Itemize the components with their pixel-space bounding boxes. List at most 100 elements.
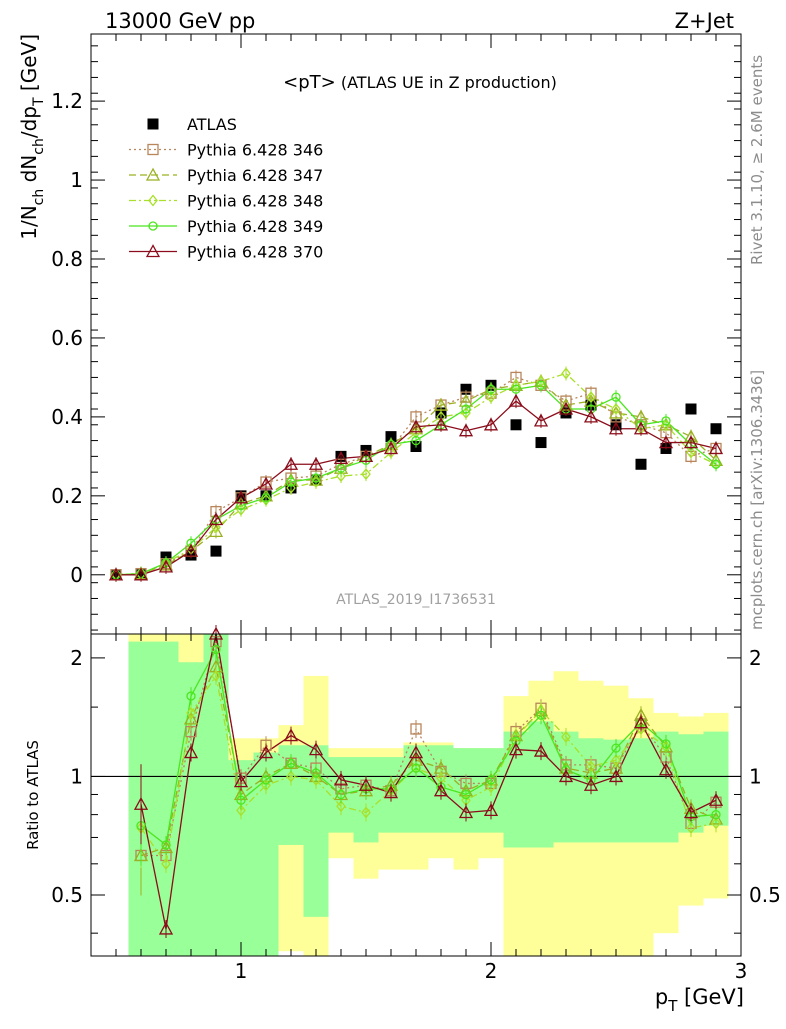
data-point-pythia-6-428-370 (658, 435, 674, 449)
ratio-point-pythia-6-428-349 (336, 789, 346, 800)
main-y-tick-label: 1 (70, 168, 83, 192)
legend-label-pythia-6-428-348: Pythia 6.428 348 (187, 192, 323, 211)
data-point-pythia-6-428-347 (608, 405, 624, 419)
data-point-pythia-6-428-348 (236, 503, 246, 516)
data-point-pythia-6-428-349 (661, 416, 671, 426)
series-line-pythia-6-428-346 (115, 376, 717, 576)
data-point-pythia-6-428-370 (458, 423, 474, 437)
ratio-point-pythia-6-428-349 (261, 775, 271, 785)
ratio-point-pythia-6-428-349 (286, 758, 296, 768)
ratio-point-pythia-6-428-348 (486, 780, 496, 794)
ratio-point-pythia-6-428-370 (333, 772, 349, 786)
ratio-point-pythia-6-428-349 (486, 775, 496, 785)
rivet-side-label: Rivet 3.1.10, ≥ 2.6M events (748, 55, 766, 265)
data-point-pythia-6-428-349 (536, 380, 546, 390)
data-point-pythia-6-428-349 (486, 384, 496, 394)
ratio-point-pythia-6-428-370 (158, 921, 174, 935)
data-point-pythia-6-428-348 (211, 521, 221, 534)
data-point-pythia-6-428-370 (283, 456, 299, 470)
data-point-atlas (535, 437, 547, 449)
data-point-pythia-6-428-370 (433, 417, 449, 431)
main-y-tick-label: 0.2 (51, 484, 83, 508)
ratio-point-pythia-6-428-348 (311, 773, 321, 786)
ratio-y-tick-label: 2 (70, 646, 83, 670)
ratio-point-pythia-6-428-349 (411, 763, 421, 773)
data-point-pythia-6-428-349 (611, 392, 621, 402)
legend-marker-pythia-6-428-346 (147, 143, 159, 156)
ratio-point-pythia-6-428-370 (583, 777, 599, 791)
ratio-y-tick-label: 1 (70, 764, 83, 788)
data-point-pythia-6-428-348 (661, 418, 671, 431)
ratio-point-pythia-6-428-346 (410, 723, 422, 735)
ratio-point-pythia-6-428-370 (183, 745, 199, 759)
x-axis-label: pT [GeV] (655, 985, 744, 1015)
data-point-atlas (685, 403, 697, 415)
data-point-pythia-6-428-370 (583, 409, 599, 423)
ratio-point-pythia-6-428-370 (633, 715, 649, 729)
data-point-atlas (385, 431, 397, 443)
data-point-atlas (210, 545, 222, 557)
data-point-pythia-6-428-370 (183, 543, 199, 557)
data-point-pythia-6-428-370 (358, 449, 374, 463)
ratio-point-pythia-6-428-348 (611, 754, 621, 767)
legend-marker-pythia-6-428-349 (148, 221, 158, 231)
data-point-pythia-6-428-348 (611, 402, 621, 416)
ratio-point-pythia-6-428-348 (286, 770, 296, 783)
data-point-pythia-6-428-349 (261, 493, 271, 503)
data-point-pythia-6-428-348 (486, 391, 496, 404)
ratio-point-pythia-6-428-349 (711, 809, 721, 820)
ratio-point-pythia-6-428-370 (408, 745, 424, 759)
ratio-point-pythia-6-428-370 (458, 805, 474, 819)
main-y-tick-label: 0.8 (51, 247, 83, 271)
data-point-pythia-6-428-348 (561, 367, 571, 380)
legend: ATLAS Pythia 6.428 346 Pythia 6.428 347 Pyt… (129, 115, 323, 262)
ratio-point-pythia-6-428-370 (608, 769, 624, 783)
legend-marker-pythia-6-428-347 (145, 167, 161, 181)
x-axis-tick-labels: 1 2 3 (235, 959, 748, 983)
ratio-point-pythia-6-428-349 (311, 768, 321, 778)
ratio-line-pythia-6-428-370 (140, 633, 717, 930)
ratio-point-pythia-6-428-347 (183, 711, 199, 725)
ratio-point-pythia-6-428-370 (708, 792, 724, 806)
legend-label-pythia-6-428-370: Pythia 6.428 370 (187, 243, 323, 262)
ratio-band-inner (153, 641, 179, 956)
ratio-point-pythia-6-428-348 (336, 800, 346, 813)
ratio-point-pythia-6-428-370 (233, 774, 249, 788)
main-axis-ticks: 0 0.2 0.4 0.6 0.8 1 1.2 (51, 34, 742, 634)
data-point-atlas (710, 423, 722, 435)
main-series-lines (115, 372, 717, 576)
legend-label-pythia-6-428-347: Pythia 6.428 347 (187, 166, 323, 185)
data-point-pythia-6-428-348 (286, 481, 296, 494)
ratio-y-tick-label-right: 0.5 (749, 883, 781, 907)
data-point-pythia-6-428-370 (333, 450, 349, 464)
data-point-pythia-6-428-370 (383, 441, 399, 455)
data-point-pythia-6-428-349 (711, 459, 721, 469)
ratio-panel: 0.5 0.5 1 1 2 2 Ratio to ATLAS (24, 625, 781, 957)
main-y-tick-label: 0.4 (51, 405, 83, 429)
data-point-atlas (460, 383, 472, 395)
legend-label-pythia-6-428-346: Pythia 6.428 346 (187, 141, 323, 160)
data-point-pythia-6-428-370 (158, 559, 174, 573)
main-y-axis-label: 1/Nch dNch/dpT [GeV] (17, 34, 47, 240)
data-point-pythia-6-428-370 (683, 435, 699, 449)
x-tick-label: 1 (235, 959, 248, 983)
data-point-pythia-6-428-370 (108, 567, 124, 581)
ratio-y-tick-label-right: 2 (749, 646, 762, 670)
data-point-pythia-6-428-370 (208, 512, 224, 526)
main-y-tick-label: 1.2 (51, 89, 83, 113)
ratio-y-tick-label: 0.5 (51, 883, 83, 907)
data-point-pythia-6-428-370 (258, 476, 274, 490)
data-point-atlas (510, 419, 522, 431)
data-point-pythia-6-428-348 (461, 406, 471, 419)
data-point-pythia-6-428-370 (508, 393, 524, 407)
data-point-pythia-6-428-349 (286, 477, 296, 487)
ratio-band-inner (628, 738, 654, 843)
data-point-pythia-6-428-349 (511, 384, 521, 394)
ratio-uncertainty-bands (128, 634, 729, 956)
ratio-point-pythia-6-428-348 (186, 706, 196, 719)
ratio-point-pythia-6-428-348 (561, 730, 571, 743)
ratio-point-pythia-6-428-370 (133, 796, 149, 810)
data-point-pythia-6-428-370 (608, 421, 624, 435)
